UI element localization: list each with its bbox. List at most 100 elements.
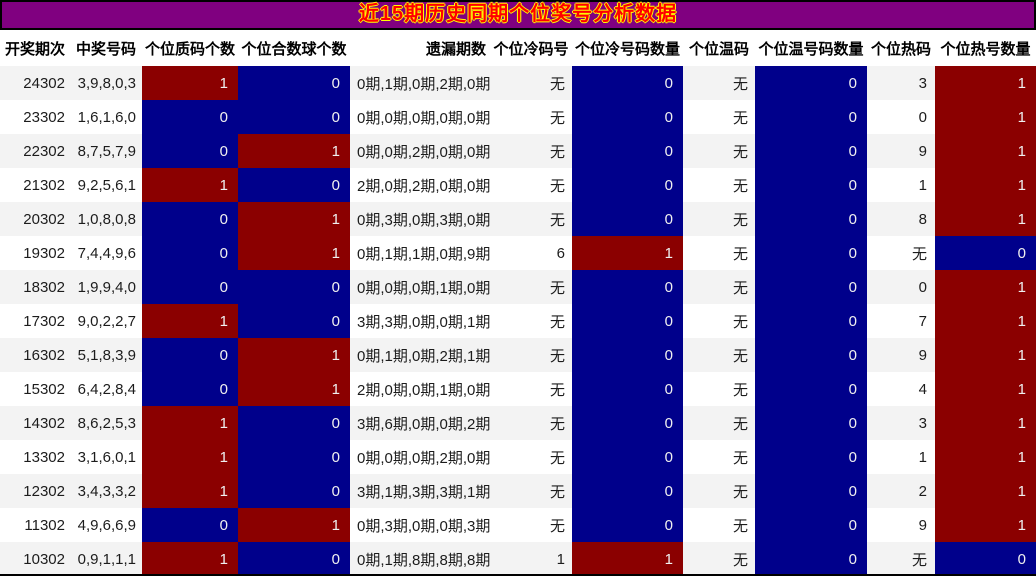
cell-period: 20302 <box>0 202 72 236</box>
cell-composite-count: 0 <box>238 270 350 304</box>
cell-hot-count: 1 <box>935 372 1036 406</box>
cell-period: 14302 <box>0 406 72 440</box>
column-header-hot-count: 个位热号数量 <box>935 30 1036 66</box>
cell-hot-number: 7 <box>867 304 935 338</box>
cell-composite-count: 1 <box>238 508 350 542</box>
cell-warm-number: 无 <box>683 338 755 372</box>
table-header-row: 开奖期次 中奖号码 个位质码个数 个位合数球个数 遗漏期数 个位冷码号 个位冷号码数量 个位温… <box>0 30 1036 66</box>
cell-warm-number: 无 <box>683 66 755 100</box>
cell-composite-count: 0 <box>238 304 350 338</box>
cell-warm-count: 0 <box>755 372 867 406</box>
cell-cold-number: 无 <box>490 406 572 440</box>
cell-warm-number: 无 <box>683 372 755 406</box>
cell-hot-count: 1 <box>935 202 1036 236</box>
cell-numbers: 3,9,8,0,3 <box>72 66 142 100</box>
cell-cold-number: 无 <box>490 440 572 474</box>
table-row: 17302 9,0,2,2,7 1 0 3期,3期,0期,0期,1期无 0 无 0 7 1 <box>0 304 1036 338</box>
table-row: 16302 5,1,8,3,9 0 1 0期,1期,0期,2期,1期无 0 无 0 9 1 <box>0 338 1036 372</box>
cell-period: 21302 <box>0 168 72 202</box>
cell-miss-periods: 3期,6期,0期,0期,2期 <box>350 406 490 440</box>
cell-hot-count: 0 <box>935 542 1036 576</box>
cell-cold-number: 1 <box>490 542 572 576</box>
column-header-composite-count: 个位合数球个数 <box>238 30 350 66</box>
cell-miss-periods: 2期,0期,2期,0期,0期 <box>350 168 490 202</box>
cell-hot-number: 0 <box>867 100 935 134</box>
cell-cold-count: 0 <box>572 372 683 406</box>
cell-warm-count: 0 <box>755 202 867 236</box>
cell-warm-count: 0 <box>755 236 867 270</box>
cell-hot-count: 1 <box>935 304 1036 338</box>
cell-miss-periods: 0期,1期,1期,0期,9期 <box>350 236 490 270</box>
cell-composite-count: 0 <box>238 66 350 100</box>
cell-composite-count: 1 <box>238 372 350 406</box>
table-bottom-border <box>0 574 1036 576</box>
cell-numbers: 9,0,2,2,7 <box>72 304 142 338</box>
cell-cold-number: 无 <box>490 304 572 338</box>
cell-warm-number: 无 <box>683 440 755 474</box>
table-row: 15302 6,4,2,8,4 0 1 2期,0期,0期,1期,0期无 0 无 0 4 1 <box>0 372 1036 406</box>
column-header-warm-count: 个位温号码数量 <box>755 30 867 66</box>
cell-cold-number: 无 <box>490 66 572 100</box>
cell-composite-count: 0 <box>238 474 350 508</box>
cell-cold-count: 0 <box>572 338 683 372</box>
table-row: 13302 3,1,6,0,1 1 0 0期,0期,0期,2期,0期无 0 无 0 1 1 <box>0 440 1036 474</box>
cell-prime-count: 1 <box>142 168 238 202</box>
column-header-cold-count: 个位冷号码数量 <box>572 30 683 66</box>
cell-miss-periods: 0期,1期,0期,2期,1期 <box>350 338 490 372</box>
column-header-cold-number: 个位冷码号 <box>490 30 572 66</box>
cell-period: 16302 <box>0 338 72 372</box>
cell-warm-number: 无 <box>683 202 755 236</box>
cell-period: 22302 <box>0 134 72 168</box>
cell-period: 15302 <box>0 372 72 406</box>
cell-cold-number: 无 <box>490 202 572 236</box>
cell-miss-periods: 0期,3期,0期,3期,0期 <box>350 202 490 236</box>
cell-prime-count: 0 <box>142 372 238 406</box>
cell-cold-count: 0 <box>572 474 683 508</box>
cell-hot-count: 1 <box>935 168 1036 202</box>
cell-period: 13302 <box>0 440 72 474</box>
cell-warm-number: 无 <box>683 304 755 338</box>
cell-hot-count: 1 <box>935 66 1036 100</box>
cell-miss-periods: 0期,0期,0期,1期,0期 <box>350 270 490 304</box>
cell-cold-count: 0 <box>572 440 683 474</box>
cell-numbers: 9,2,5,6,1 <box>72 168 142 202</box>
cell-miss-periods: 3期,3期,0期,0期,1期 <box>350 304 490 338</box>
cell-period: 11302 <box>0 508 72 542</box>
cell-period: 23302 <box>0 100 72 134</box>
table-row: 12302 3,4,3,3,2 1 0 3期,1期,3期,3期,1期无 0 无 0 2 1 <box>0 474 1036 508</box>
cell-warm-count: 0 <box>755 474 867 508</box>
cell-cold-count: 1 <box>572 542 683 576</box>
cell-composite-count: 1 <box>238 202 350 236</box>
cell-cold-count: 0 <box>572 202 683 236</box>
cell-cold-number: 无 <box>490 134 572 168</box>
cell-hot-count: 1 <box>935 474 1036 508</box>
cell-warm-number: 无 <box>683 134 755 168</box>
cell-numbers: 6,4,2,8,4 <box>72 372 142 406</box>
cell-numbers: 4,9,6,6,9 <box>72 508 142 542</box>
cell-prime-count: 0 <box>142 338 238 372</box>
cell-hot-count: 1 <box>935 338 1036 372</box>
cell-warm-count: 0 <box>755 406 867 440</box>
cell-cold-count: 0 <box>572 508 683 542</box>
cell-prime-count: 0 <box>142 134 238 168</box>
cell-warm-number: 无 <box>683 168 755 202</box>
cell-miss-periods: 0期,1期,0期,2期,0期 <box>350 66 490 100</box>
cell-miss-periods: 3期,1期,3期,3期,1期 <box>350 474 490 508</box>
column-header-miss-periods: 遗漏期数 <box>350 30 490 66</box>
cell-miss-periods: 0期,0期,2期,0期,0期 <box>350 134 490 168</box>
cell-warm-number: 无 <box>683 508 755 542</box>
cell-numbers: 8,6,2,5,3 <box>72 406 142 440</box>
cell-period: 12302 <box>0 474 72 508</box>
cell-numbers: 1,0,8,0,8 <box>72 202 142 236</box>
cell-prime-count: 1 <box>142 304 238 338</box>
cell-cold-count: 0 <box>572 134 683 168</box>
cell-warm-count: 0 <box>755 134 867 168</box>
cell-cold-count: 0 <box>572 100 683 134</box>
cell-hot-count: 0 <box>935 236 1036 270</box>
cell-hot-number: 2 <box>867 474 935 508</box>
cell-numbers: 3,4,3,3,2 <box>72 474 142 508</box>
cell-warm-count: 0 <box>755 508 867 542</box>
cell-prime-count: 1 <box>142 542 238 576</box>
cell-cold-number: 无 <box>490 168 572 202</box>
cell-prime-count: 1 <box>142 406 238 440</box>
